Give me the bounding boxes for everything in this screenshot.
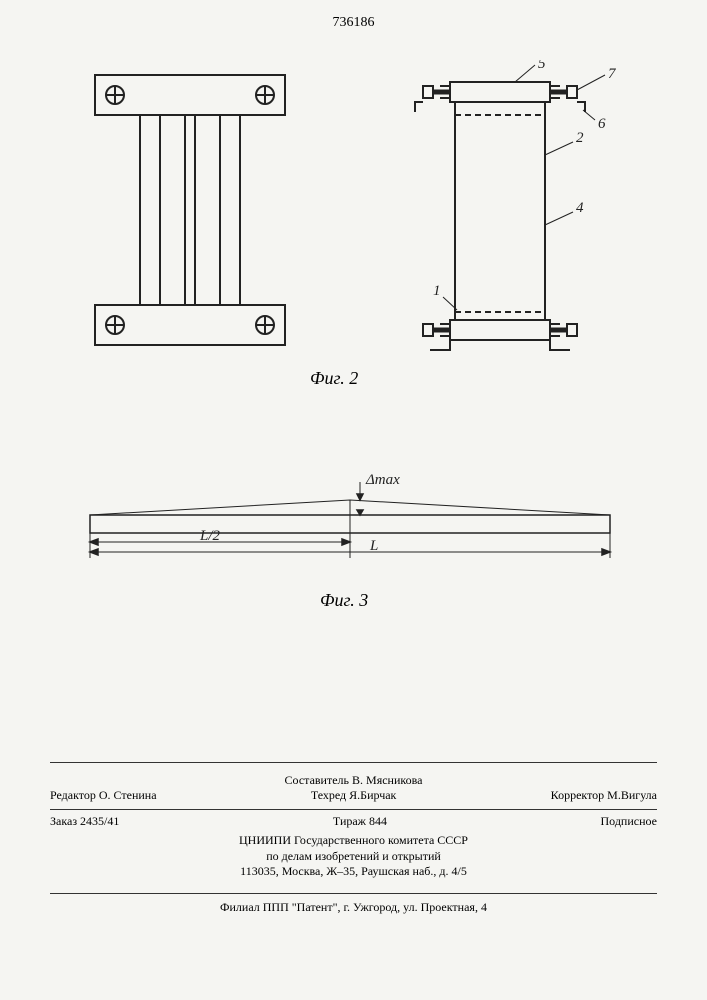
fig2-label: Фиг. 2: [310, 368, 358, 389]
corrector-name: М.Вигула: [607, 788, 657, 802]
fig3-label: Фиг. 3: [320, 590, 368, 611]
l-full-label: L: [369, 538, 378, 554]
fig2-left: [85, 65, 295, 355]
fig3-svg: Δmax L/2 L: [70, 470, 630, 580]
fig2-left-svg: [85, 65, 295, 355]
callout-7: 7: [608, 66, 617, 82]
page-number: 736186: [333, 15, 375, 31]
podpisnoe: Подписное: [601, 814, 658, 829]
order: Заказ 2435/41: [50, 814, 119, 829]
callout-4: 4: [576, 200, 584, 216]
credits-block: Составитель В. Мясникова Редактор О. Сте…: [50, 762, 657, 880]
editor-name: О. Стенина: [99, 788, 157, 802]
fig2-right: 5 7 2 6 4 1: [395, 60, 625, 360]
callout-2: 2: [576, 130, 584, 146]
compiler-label: Составитель: [285, 773, 349, 787]
callout-5: 5: [538, 60, 546, 72]
callout-1: 1: [433, 283, 441, 299]
org2: по делам изобретений и открытий: [50, 849, 657, 865]
fig2-right-svg: 5 7 2 6 4 1: [395, 60, 625, 360]
compiler-name: В. Мясникова: [352, 773, 422, 787]
corrector-label: Корректор: [551, 788, 605, 802]
editor-label: Редактор: [50, 788, 96, 802]
callout-6: 6: [598, 116, 606, 132]
fig3: Δmax L/2 L: [70, 470, 630, 580]
tech-name: Я.Бирчак: [349, 788, 396, 802]
org1: ЦНИИПИ Государственного комитета СССР: [50, 833, 657, 849]
tirazh: Тираж 844: [333, 814, 387, 829]
footer: Филиал ППП "Патент", г. Ужгород, ул. Про…: [50, 893, 657, 915]
tech-label: Техред: [311, 788, 346, 802]
delta-max-label: Δmax: [365, 472, 400, 488]
address: 113035, Москва, Ж–35, Раушская наб., д. …: [50, 864, 657, 880]
l-half-label: L/2: [199, 528, 221, 544]
